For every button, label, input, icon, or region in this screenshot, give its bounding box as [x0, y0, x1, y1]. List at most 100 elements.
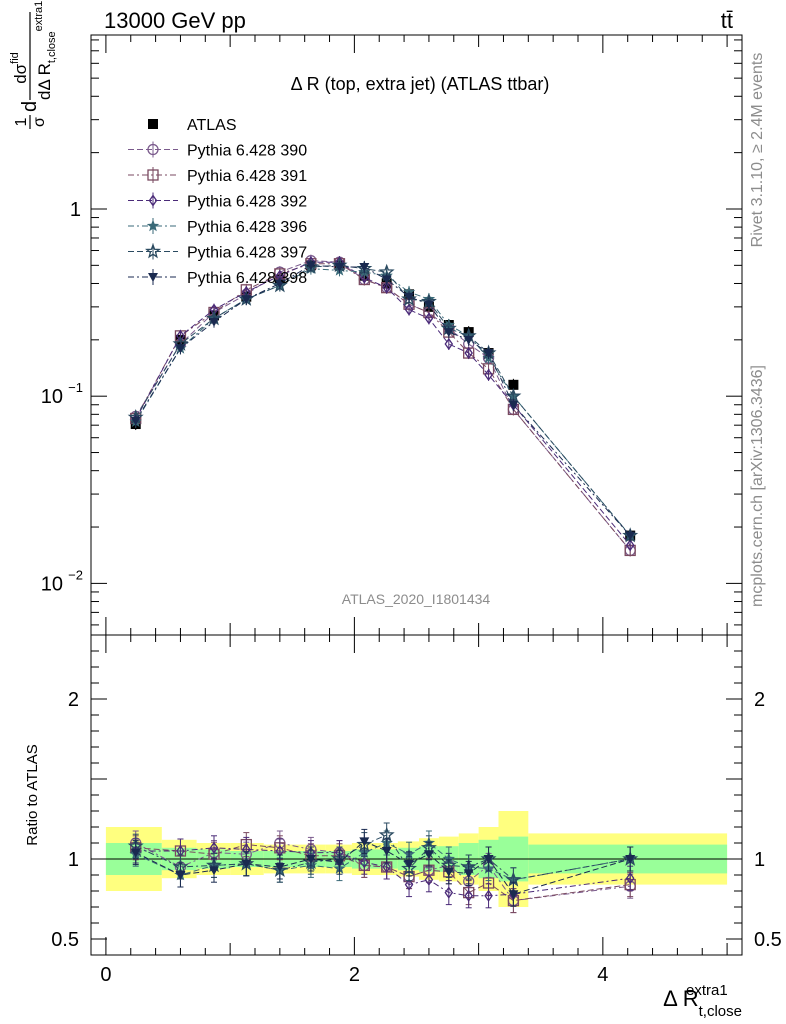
series-0	[130, 259, 636, 542]
ratio-ylabel: Ratio to ATLAS	[24, 744, 41, 845]
data-point	[305, 261, 316, 271]
x-tick-label: 2	[349, 964, 360, 986]
ratio-point	[463, 869, 474, 879]
legend: ATLAS Pythia 6.428 390 Pythia 6.428 391 Pyt…	[128, 117, 307, 287]
analysis-label: ATLAS_2020_I1801434	[342, 591, 491, 607]
ratio-y-tick-label-right: 1	[754, 849, 765, 871]
ratio-line	[135, 847, 631, 897]
y-tick-label: 10	[41, 573, 63, 595]
legend-marker	[146, 219, 160, 232]
data-point	[381, 275, 392, 285]
ratio-point	[423, 850, 434, 860]
ratio-point	[508, 890, 519, 900]
ratio-point	[424, 873, 434, 886]
ylabel-frac2-den: dΔ Rt,closeextra1	[33, 1, 58, 100]
y-tick-label-exponent: −1	[68, 380, 83, 395]
data-point	[241, 295, 252, 305]
legend-label: Pythia 6.428 390	[187, 143, 307, 160]
ratio-point	[464, 889, 473, 902]
ratio-point	[404, 878, 414, 891]
ratio-y-tick-label: 1	[68, 849, 79, 871]
data-point	[508, 379, 519, 390]
series-line	[135, 263, 631, 551]
series-2	[130, 257, 636, 557]
series-line	[135, 260, 631, 551]
y-tick-label: 1	[70, 199, 81, 221]
ratio-axes: 0 2 4 0.5 0.5 1 1 2 2	[51, 634, 782, 986]
legend-label: Pythia 6.428 397	[187, 245, 307, 262]
legend-marker	[148, 194, 158, 207]
ratio-series-5	[130, 828, 636, 907]
rivet-label: Rivet 3.1.10, ≥ 2.4M events	[749, 53, 766, 248]
ratio-point	[483, 855, 494, 864]
legend-label: Pythia 6.428 391	[187, 168, 307, 185]
ylabel-d: d	[19, 101, 41, 112]
main-panel: 10 −2 10 −1 1 Δ R (top, extra jet) (ATLAS tt…	[41, 34, 743, 636]
series-5	[127, 256, 639, 543]
x-tick-label: 0	[100, 964, 111, 986]
data-point	[625, 539, 635, 552]
data-point	[274, 279, 285, 289]
ylabel-frac2-num: dσfid	[9, 52, 30, 84]
ratio-point	[444, 886, 454, 899]
data-point	[130, 416, 141, 426]
ratio-point	[360, 856, 369, 869]
ratio-y-tick-label-right: 2	[754, 689, 765, 711]
legend-label: ATLAS	[187, 117, 237, 134]
data-point	[404, 303, 414, 316]
series-line	[135, 261, 631, 546]
ratio-point	[359, 837, 370, 847]
data-point	[175, 344, 186, 354]
series-4	[129, 262, 637, 542]
data-point	[444, 337, 454, 351]
ratio-line	[135, 834, 631, 881]
ratio-point	[404, 859, 415, 869]
data-point	[404, 292, 415, 302]
legend-label: Pythia 6.428 396	[187, 219, 307, 236]
energy-label: 13000 GeV pp	[104, 8, 246, 33]
x-axis-label: Δ Rt,closeextra1	[663, 982, 742, 1020]
mcplots-label: mcplots.cern.ch [arXiv:1306.3436]	[749, 365, 766, 607]
legend-marker	[148, 273, 158, 282]
ratio-point	[334, 858, 345, 868]
ratio-point	[381, 847, 392, 856]
ratio-point	[208, 866, 219, 876]
ratio-line	[135, 840, 631, 895]
legend-marker	[147, 169, 159, 181]
ratio-point	[175, 871, 186, 880]
data-point	[508, 400, 519, 410]
data-point	[463, 335, 474, 345]
ratio-point	[305, 855, 316, 864]
legend-marker	[147, 143, 159, 156]
x-tick-label: 4	[597, 964, 608, 986]
ratio-point	[209, 841, 219, 854]
series-3	[131, 256, 635, 552]
data-point	[625, 531, 636, 541]
y-tick-label-exponent: −2	[68, 567, 83, 582]
legend-label: Pythia 6.428 392	[187, 194, 307, 211]
data-point	[464, 346, 473, 360]
data-point	[208, 317, 219, 327]
data-point	[484, 368, 493, 381]
ratio-frame	[90, 634, 743, 956]
series-line	[135, 264, 631, 536]
main-curves	[127, 254, 639, 557]
ratio-point	[382, 860, 391, 874]
ratio-y-tick-label: 0.5	[51, 929, 79, 951]
data-point	[423, 300, 434, 310]
main-axes: 10 −2 10 −1 1	[41, 35, 742, 635]
ratio-point	[484, 889, 493, 902]
legend-label: Pythia 6.428 398	[187, 270, 307, 287]
ylabel-frac1-den: σ	[31, 117, 48, 127]
process-label: tt̄	[721, 8, 733, 33]
series-1	[130, 254, 636, 557]
ylabel-frac1-num: 1	[13, 117, 30, 126]
main-title: Δ R (top, extra jet) (ATLAS ttbar)	[291, 74, 550, 94]
data-point	[359, 262, 370, 272]
ratio-point	[130, 848, 141, 858]
ratio-point	[625, 872, 635, 885]
ratio-y-tick-label: 2	[68, 689, 79, 711]
ratio-line	[135, 844, 631, 902]
main-ylabel: 1 σ d dσfid dΔ Rt,closeextra1	[9, 1, 58, 129]
